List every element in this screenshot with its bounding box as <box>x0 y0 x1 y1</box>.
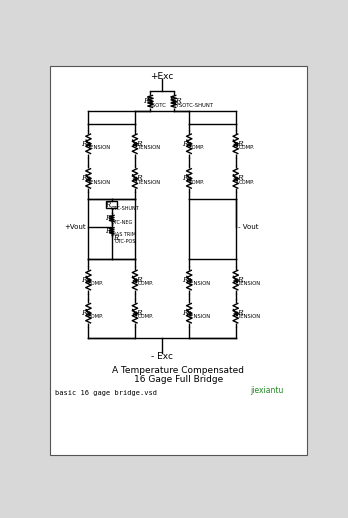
Bar <box>106 201 117 208</box>
Text: R: R <box>81 175 87 182</box>
Text: A Temperature Compensated: A Temperature Compensated <box>112 366 244 375</box>
Text: TENSION: TENSION <box>238 314 262 319</box>
Text: TENSION: TENSION <box>188 314 212 319</box>
Text: TENSION: TENSION <box>88 180 111 184</box>
Text: R: R <box>143 97 149 106</box>
Text: +Vout: +Vout <box>64 224 86 230</box>
Text: R: R <box>237 309 243 317</box>
Text: basic 16 gage bridge.vsd: basic 16 gage bridge.vsd <box>55 390 157 396</box>
Text: R: R <box>237 175 243 182</box>
Text: COMP.: COMP. <box>238 180 254 184</box>
Text: R: R <box>81 309 87 317</box>
Text: R: R <box>113 234 119 242</box>
Text: R: R <box>182 276 188 284</box>
Text: TENSION: TENSION <box>238 281 262 286</box>
Text: R: R <box>182 309 188 317</box>
Text: OTC-NEG: OTC-NEG <box>111 220 133 225</box>
Text: R: R <box>136 276 142 284</box>
Text: - Vout: - Vout <box>238 224 259 230</box>
Text: R: R <box>136 140 142 148</box>
Text: COMP.: COMP. <box>238 145 254 150</box>
Text: R: R <box>182 175 188 182</box>
Text: R: R <box>105 214 110 222</box>
Text: COMP.: COMP. <box>188 145 204 150</box>
Text: TENSION: TENSION <box>88 145 111 150</box>
FancyBboxPatch shape <box>50 66 307 455</box>
Text: 16 Gage Full Bridge: 16 Gage Full Bridge <box>134 375 223 384</box>
Text: R: R <box>105 200 110 209</box>
Text: TENSION: TENSION <box>188 281 212 286</box>
Text: R: R <box>81 140 87 148</box>
Text: R: R <box>237 276 243 284</box>
Text: COMP.: COMP. <box>88 281 104 286</box>
Text: BIAS TRIM: BIAS TRIM <box>111 232 136 237</box>
Text: R: R <box>105 227 110 235</box>
Text: +Exc: +Exc <box>150 71 174 80</box>
Text: R: R <box>182 140 188 148</box>
Text: R: R <box>136 309 142 317</box>
Text: FSOTC-SHUNT: FSOTC-SHUNT <box>176 103 213 108</box>
Text: COMP.: COMP. <box>138 281 154 286</box>
Text: COMP.: COMP. <box>188 180 204 184</box>
Text: jiexiantu: jiexiantu <box>250 386 284 395</box>
Text: TENSION: TENSION <box>138 180 161 184</box>
Text: R: R <box>81 276 87 284</box>
Text: COMP.: COMP. <box>88 314 104 319</box>
Text: R: R <box>136 175 142 182</box>
Text: FSOTC: FSOTC <box>150 103 167 108</box>
Text: TENSION: TENSION <box>138 145 161 150</box>
Text: R: R <box>237 140 243 148</box>
Text: COMP.: COMP. <box>138 314 154 319</box>
Text: OTC-SHUNT: OTC-SHUNT <box>111 206 140 211</box>
Text: R: R <box>175 97 181 106</box>
Text: OTC-POS: OTC-POS <box>114 239 136 244</box>
Text: - Exc: - Exc <box>151 352 173 361</box>
